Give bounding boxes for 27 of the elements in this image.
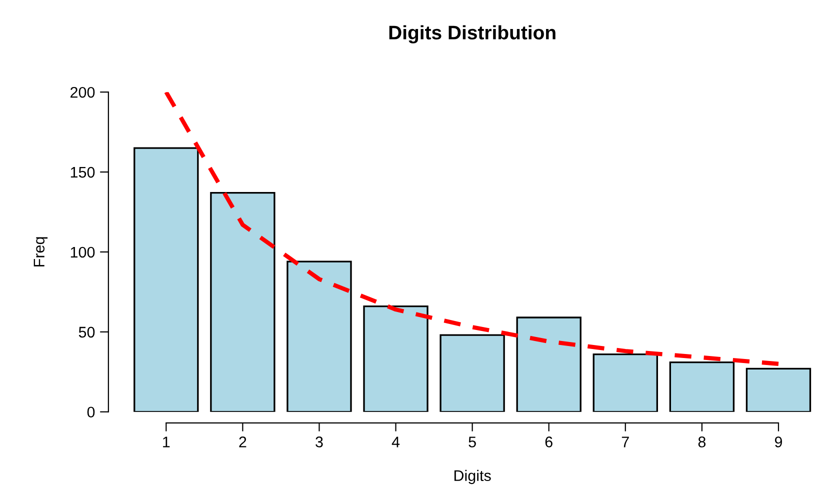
bar xyxy=(669,361,735,412)
y-axis-title: Freq xyxy=(34,237,48,266)
bar xyxy=(592,353,658,412)
y-tick-label: 100 xyxy=(70,246,95,258)
y-tick-label: 200 xyxy=(70,86,95,98)
bar xyxy=(746,368,812,412)
bar xyxy=(286,260,352,412)
x-tick-label: 6 xyxy=(545,436,552,448)
y-tick-label: 150 xyxy=(70,166,95,178)
y-tick-label: 50 xyxy=(78,326,95,338)
x-tick-label: 1 xyxy=(163,436,170,448)
bar xyxy=(440,334,505,412)
x-tick-label: 5 xyxy=(468,436,476,448)
x-tick-label: 8 xyxy=(698,436,706,448)
x-tick-label: 9 xyxy=(774,436,782,448)
x-tick-label: 7 xyxy=(622,436,629,448)
x-tick-label: 2 xyxy=(239,436,246,448)
bar xyxy=(363,305,428,412)
bar xyxy=(210,192,276,412)
chart-title: Digits Distribution xyxy=(389,25,556,44)
x-axis-title: Digits xyxy=(454,470,491,484)
line-series xyxy=(164,92,781,366)
bar xyxy=(516,316,582,412)
y-tick-label: 0 xyxy=(87,406,95,418)
x-tick-label: 3 xyxy=(316,436,323,448)
bar xyxy=(134,147,199,412)
x-tick-label: 4 xyxy=(392,436,400,448)
